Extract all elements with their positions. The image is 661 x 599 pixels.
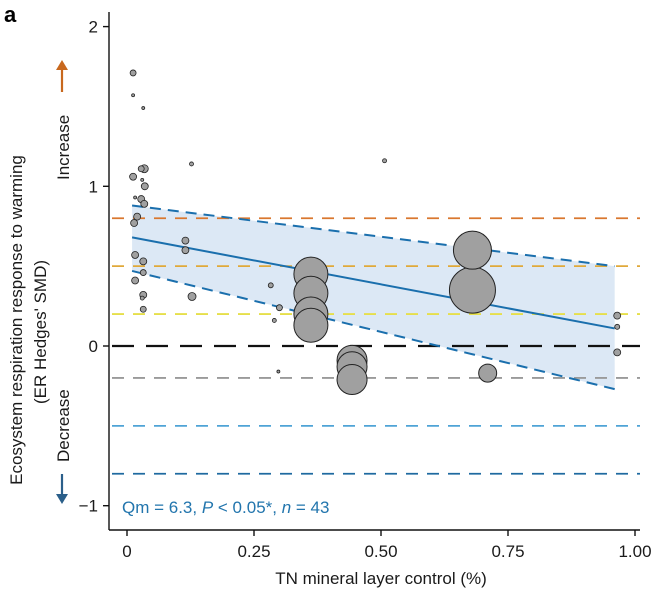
y-tick-label: 2	[89, 18, 98, 37]
ci-lower-line	[131, 269, 615, 391]
increase-indicator: Increase	[54, 60, 73, 180]
data-point	[181, 246, 190, 255]
plot-area	[112, 69, 640, 475]
increase-label: Increase	[54, 115, 73, 180]
increase-arrowhead-icon	[56, 60, 68, 70]
x-axis-title: TN mineral layer control (%)	[275, 569, 487, 588]
data-point	[267, 282, 274, 289]
y-axis-title-line1: Ecosystem respiration response to warmin…	[7, 155, 26, 485]
axes: 2 1 0 −1 0 0.25 0.50 0.75 1.00	[79, 12, 652, 561]
data-point	[140, 178, 145, 182]
data-point	[131, 93, 135, 98]
regression-layer	[131, 204, 615, 391]
ci-upper-line	[131, 204, 615, 268]
data-point	[187, 292, 197, 301]
x-tick-label: 0.25	[237, 542, 270, 561]
x-tick-label: 0.75	[491, 542, 524, 561]
data-point	[131, 276, 140, 285]
data-point	[478, 363, 498, 383]
data-point	[613, 348, 622, 357]
decrease-indicator: Decrease	[54, 389, 73, 504]
data-point	[139, 257, 148, 266]
data-point	[130, 219, 139, 227]
data-point	[140, 182, 149, 191]
data-point	[276, 369, 281, 374]
data-point	[189, 161, 194, 167]
y-ticks: 2 1 0 −1	[79, 18, 109, 516]
data-point	[139, 305, 147, 313]
x-tick-label: 0.50	[364, 542, 397, 561]
data-point	[293, 307, 329, 343]
data-point	[448, 266, 496, 314]
data-point	[275, 304, 283, 312]
statistics-annotation-part: < 0.05*,	[213, 498, 282, 517]
data-point	[133, 212, 142, 221]
data-point	[129, 69, 137, 77]
confidence-band	[132, 205, 615, 390]
data-point	[129, 172, 137, 181]
x-tick-label: 0	[122, 542, 131, 561]
regression-line	[131, 236, 615, 330]
y-tick-label: −1	[79, 497, 98, 516]
data-point	[133, 195, 138, 200]
statistics-annotation-part: n	[282, 498, 291, 517]
data-point	[336, 364, 368, 396]
reference-lines	[112, 217, 640, 475]
decrease-arrowhead-icon	[56, 494, 68, 504]
y-axis-title-line2: (ER Hedges' SMD)	[31, 260, 50, 404]
data-point	[139, 269, 147, 276]
statistics-annotation-part: = 43	[291, 498, 329, 517]
data-point	[140, 199, 149, 208]
data-point	[271, 318, 277, 323]
data-point	[614, 323, 621, 330]
statistics-annotation-part: P	[202, 498, 214, 517]
data-point	[137, 165, 145, 173]
data-point	[382, 158, 387, 164]
y-tick-label: 0	[89, 337, 98, 356]
data-point	[452, 230, 492, 270]
statistics-annotation: Qm = 6.3, P < 0.05*, n = 43	[122, 498, 329, 517]
confidence-band-layer	[132, 205, 615, 390]
statistics-annotation-part: Qm = 6.3,	[122, 498, 202, 517]
data-point	[131, 251, 140, 259]
data-point	[139, 295, 145, 301]
x-tick-label: 1.00	[618, 542, 651, 561]
decrease-label: Decrease	[54, 389, 73, 462]
data-point	[613, 311, 622, 320]
data-point	[141, 106, 146, 110]
y-tick-label: 1	[89, 177, 98, 196]
panel-label: a	[4, 2, 17, 27]
data-point	[181, 236, 190, 245]
data-points	[129, 69, 622, 396]
x-ticks: 0 0.25 0.50 0.75 1.00	[122, 530, 652, 561]
